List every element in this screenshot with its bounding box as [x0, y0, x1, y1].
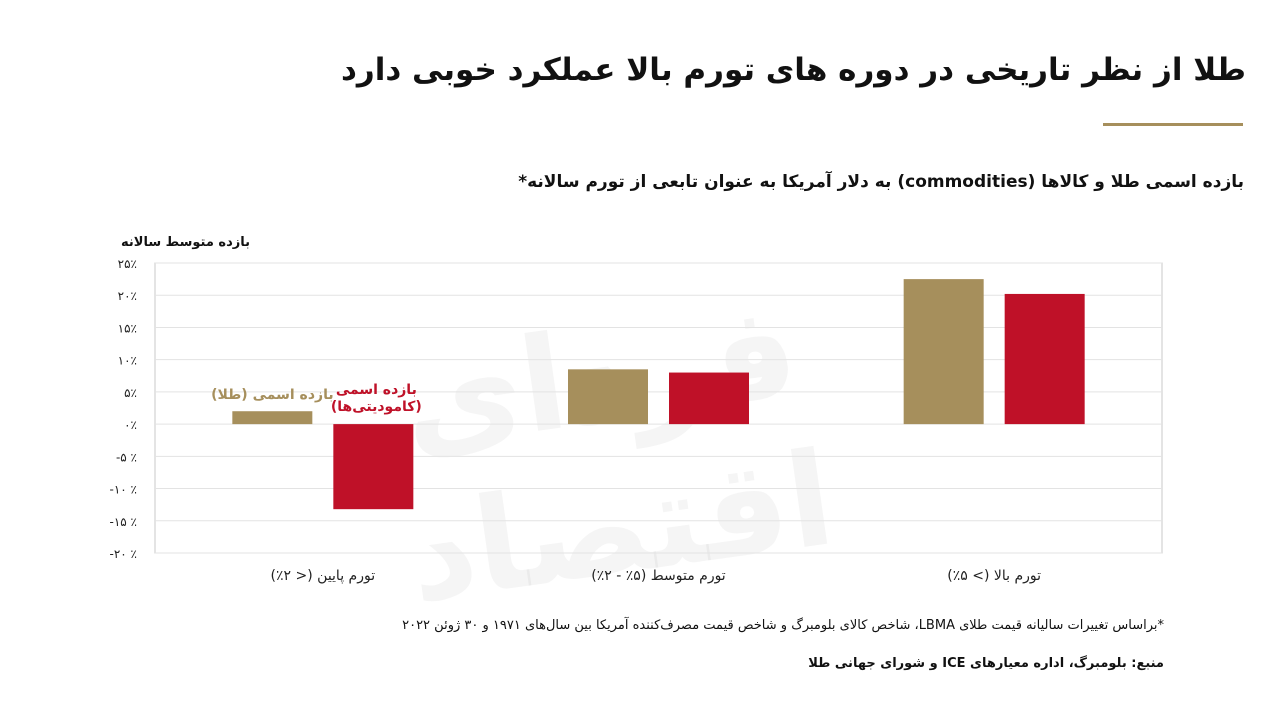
- y-tick-label: ۱۵٪: [118, 321, 137, 335]
- bar-gold: [903, 279, 984, 425]
- y-tick-label: ۰٪: [124, 418, 137, 432]
- series-label-commodities: بازده اسمی: [336, 382, 417, 398]
- source-note: منبع: بلومبرگ، اداره معیارهای ICE و شورا…: [808, 656, 1164, 671]
- x-tick-label: تورم متوسط (۵٪ - ۲٪): [591, 568, 726, 584]
- bar-commodities: [1004, 293, 1085, 425]
- y-axis-label: بازده متوسط سالانه: [121, 235, 250, 250]
- series-label-commodities: (کامودیتی‌ها): [331, 399, 422, 415]
- y-tick-label: ۲۵٪: [118, 257, 137, 271]
- y-tick-label: -۵ ٪: [116, 450, 137, 464]
- y-tick-label: -۱۵ ٪: [110, 515, 137, 529]
- bar-commodities: [333, 424, 414, 510]
- series-label-gold: بازده اسمی (طلا): [211, 387, 334, 403]
- x-tick-label: تورم بالا (> ۵٪): [947, 568, 1041, 584]
- footnote: *براساس تغییرات سالیانه قیمت طلای LBMA، …: [402, 618, 1164, 633]
- y-tick-label: ۱۰٪: [118, 354, 137, 368]
- chart-title: بازده اسمی طلا و کالاها (commodities) به…: [518, 172, 1244, 192]
- y-tick-label: -۲۰ ٪: [110, 547, 137, 561]
- x-tick-label: تورم پایین (< ۲٪): [271, 568, 376, 584]
- y-tick-label: -۱۰ ٪: [110, 483, 137, 497]
- title-underline: [1103, 123, 1243, 126]
- bar-gold: [232, 411, 313, 425]
- bar-commodities: [669, 372, 749, 425]
- bar-gold: [568, 369, 648, 425]
- y-tick-label: ۵٪: [124, 386, 137, 400]
- page-title: طلا از نظر تاریخی در دوره های تورم بالا …: [340, 52, 1247, 88]
- y-tick-label: ۲۰٪: [118, 289, 137, 303]
